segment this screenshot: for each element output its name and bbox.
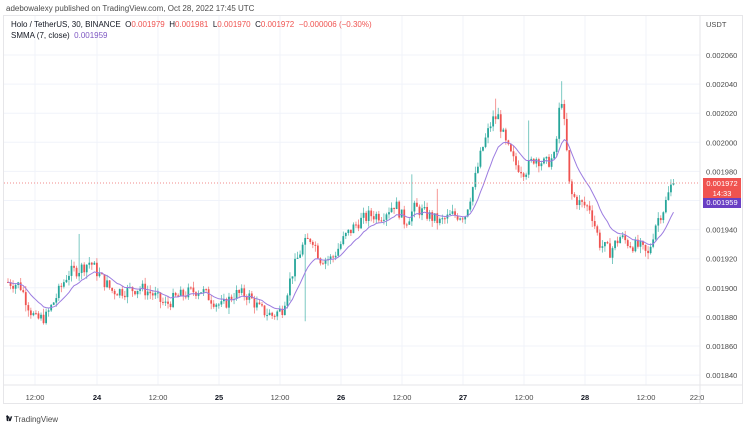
- price-tick: 0.001860: [706, 342, 737, 351]
- indicator-value: 0.001959: [74, 31, 108, 40]
- price-tick: 0.002000: [706, 138, 737, 147]
- time-tick: 12:00: [26, 393, 45, 402]
- smma-line: [7, 139, 674, 311]
- chart-frame: [3, 15, 743, 404]
- change-value: −0.000006 (−0.30%): [298, 20, 372, 29]
- indicator-row: SMMA (7, close) 0.001959: [11, 30, 372, 41]
- last-price-value: 0.001972: [706, 179, 738, 188]
- time-tick: 12:00: [515, 393, 534, 402]
- publisher-line: adebowalexy published on TradingView.com…: [6, 4, 255, 13]
- time-tick: 28: [581, 393, 589, 402]
- price-tick: 0.001840: [706, 371, 737, 380]
- time-tick: 26: [337, 393, 345, 402]
- low-value: 0.001970: [217, 20, 251, 29]
- time-tick: 12:00: [637, 393, 656, 402]
- time-tick: 12:00: [393, 393, 412, 402]
- time-tick: 27: [459, 393, 467, 402]
- price-tick: 0.002060: [706, 51, 737, 60]
- open-label: O: [125, 20, 132, 29]
- candle-countdown: 14:33: [712, 188, 732, 198]
- time-tick: 25: [215, 393, 223, 402]
- symbol-title[interactable]: Holo / TetherUS, 30, BINANCE: [11, 20, 121, 29]
- time-tick: 24: [93, 393, 102, 402]
- chart-legend: Holo / TetherUS, 30, BINANCE O0.001979 H…: [11, 19, 372, 41]
- price-tick: 0.001880: [706, 313, 737, 322]
- grid: [4, 16, 700, 385]
- low-label: L: [212, 20, 218, 29]
- price-tick: 0.002040: [706, 80, 737, 89]
- high-label: H: [169, 20, 175, 29]
- price-tick: 0.002020: [706, 109, 737, 118]
- time-tick: 22:0: [690, 393, 705, 402]
- close-value: 0.001972: [260, 20, 295, 29]
- price-axis[interactable]: USDT 0.002060 0.002040 0.002020 0.002000 0.00…: [706, 20, 737, 380]
- tradingview-brand: TradingView: [14, 414, 59, 424]
- smma-price-tag: 0.001959: [703, 198, 741, 208]
- last-price-tag: 0.001972 14:33: [703, 178, 741, 199]
- price-tick: 0.001940: [706, 226, 737, 235]
- price-tick: 0.001920: [706, 255, 737, 264]
- close-label: C: [255, 20, 261, 29]
- time-tick: 12:00: [149, 393, 168, 402]
- open-value: 0.001979: [131, 20, 165, 29]
- ohlc-row: Holo / TetherUS, 30, BINANCE O0.001979 H…: [11, 19, 372, 30]
- tradingview-logo[interactable]: 𝐭𝐯 TradingView: [6, 414, 58, 424]
- price-tick: 0.001980: [706, 167, 737, 176]
- time-axis[interactable]: 12:00 24 12:00 25 12:00 26 12:00 27 12:00 28 12:00…: [26, 393, 705, 402]
- currency-label: USDT: [706, 20, 727, 29]
- tradingview-mark-icon: 𝐭𝐯: [6, 414, 12, 423]
- high-value: 0.001981: [174, 20, 209, 29]
- time-tick: 12:00: [271, 393, 290, 402]
- price-tick: 0.001900: [706, 284, 737, 293]
- indicator-name[interactable]: SMMA (7, close): [11, 31, 70, 40]
